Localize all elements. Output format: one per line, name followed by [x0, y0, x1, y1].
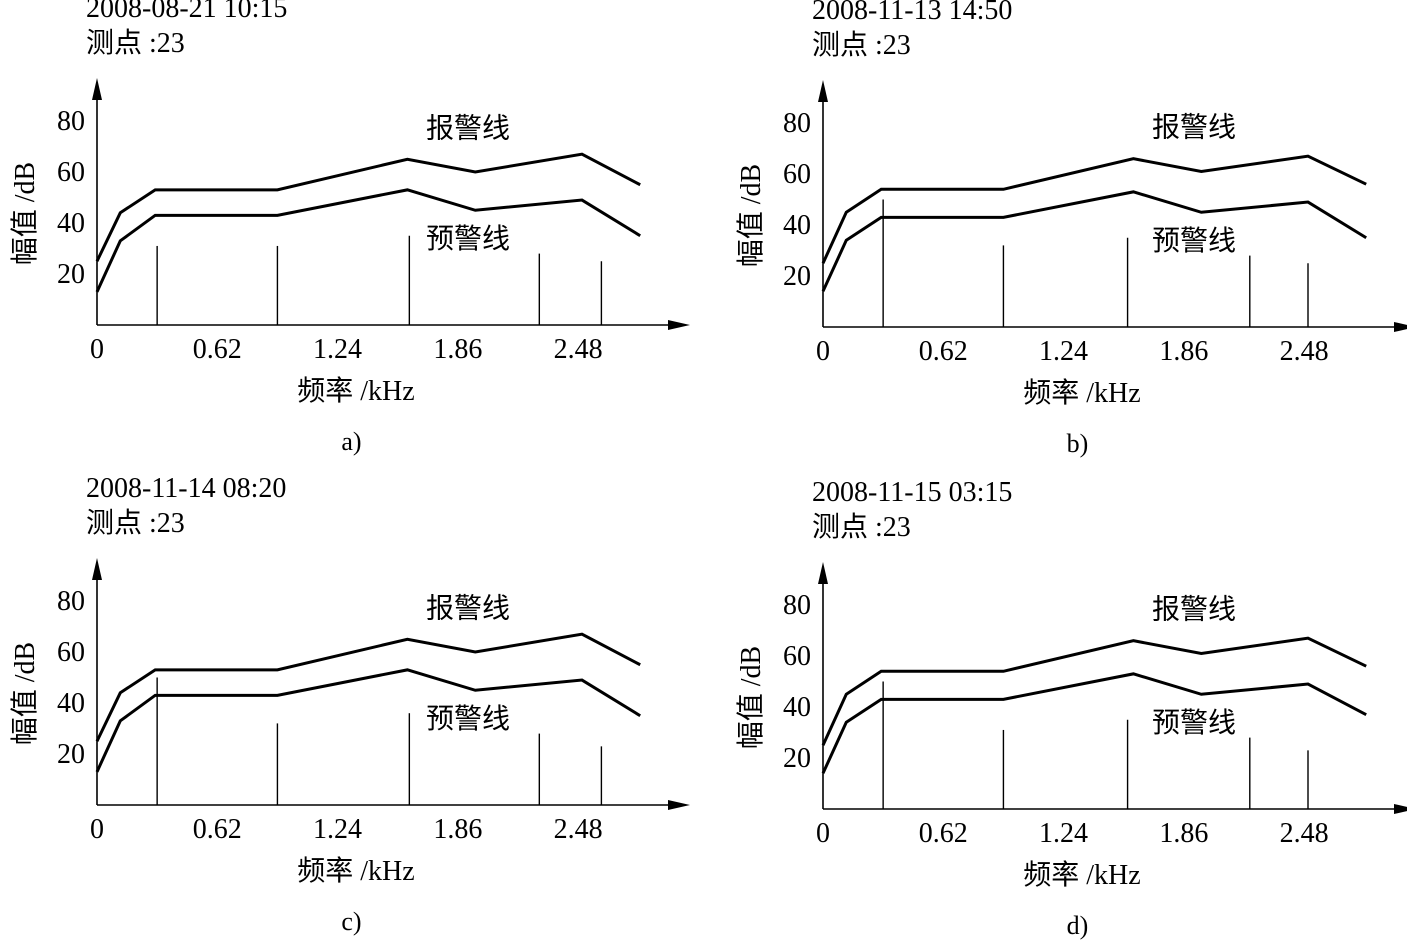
x-tick-label: 1.24	[1039, 818, 1088, 849]
y-tick-label: 80	[783, 590, 811, 621]
subplot-label: a)	[341, 427, 362, 456]
x-tick-label: 1.86	[1159, 336, 1208, 367]
y-tick-label: 20	[57, 259, 85, 290]
chart-svg: 20 40 60 80 0 0.62 1.24 1.86 2.48 幅值 /dB 频率 /kHz 报警…	[735, 562, 1407, 891]
y-axis-arrow	[92, 78, 102, 100]
warning-line-label: 预警线	[1152, 707, 1236, 739]
x-tick-label: 2.48	[554, 334, 603, 365]
alarm-line	[95, 632, 641, 742]
subplot-label: b)	[1066, 429, 1089, 458]
x-tick-label: 0	[816, 818, 830, 849]
alarm-line-label: 报警线	[1152, 594, 1236, 626]
chart-panel: 2008-08-21 10:15 测点 :23 a) 20 40 60 80 0 0.62 1.2…	[0, 0, 703, 466]
x-tick-label: 2.48	[1280, 336, 1329, 367]
y-tick-label: 40	[783, 692, 811, 723]
x-tick-label: 1.24	[313, 334, 362, 365]
chart-date: 2008-11-14 08:20	[86, 473, 287, 504]
subplot-label: c)	[341, 907, 362, 936]
alarm-line	[821, 636, 1367, 746]
y-tick-label: 60	[57, 157, 85, 188]
alarm-line-label: 报警线	[426, 112, 510, 144]
x-tick-label: 2.48	[554, 814, 603, 845]
y-tick-label: 60	[783, 641, 811, 672]
chart-svg: 20 40 60 80 0 0.62 1.24 1.86 2.48 幅值 /dB 频率 /kHz 报警…	[9, 78, 690, 407]
y-tick-label: 80	[783, 108, 811, 139]
x-tick-label: 0	[90, 814, 104, 845]
x-axis-arrow	[668, 320, 690, 330]
warning-line-label: 预警线	[1152, 225, 1236, 257]
x-axis-title: 频率 /kHz	[1023, 859, 1140, 891]
measuring-point: 测点 :23	[812, 30, 911, 61]
x-axis-title: 频率 /kHz	[1023, 377, 1140, 409]
x-axis-title: 频率 /kHz	[297, 855, 414, 887]
x-tick-label: 0.62	[919, 818, 968, 849]
y-tick-label: 80	[57, 586, 85, 617]
chart-svg: 20 40 60 80 0 0.62 1.24 1.86 2.48 幅值 /dB 频率 /kHz 报警…	[735, 80, 1407, 409]
x-tick-label: 0.62	[193, 814, 242, 845]
x-axis-title: 频率 /kHz	[297, 375, 414, 407]
x-axis-arrow	[1394, 322, 1407, 332]
y-tick-label: 20	[783, 261, 811, 292]
measuring-point: 测点 :23	[812, 512, 911, 543]
chart-panel: 2008-11-13 14:50 测点 :23 b) 20 40 60 80 0 0.62 1.2…	[726, 0, 1407, 468]
y-axis-title: 幅值 /dB	[735, 164, 767, 267]
y-tick-label: 40	[783, 210, 811, 241]
y-axis-title: 幅值 /dB	[9, 162, 41, 265]
x-tick-label: 1.24	[1039, 336, 1088, 367]
chart-date: 2008-11-13 14:50	[812, 0, 1013, 26]
y-tick-label: 60	[783, 159, 811, 190]
y-axis-title: 幅值 /dB	[9, 642, 41, 745]
y-tick-label: 80	[57, 106, 85, 137]
warning-line	[95, 188, 641, 293]
y-axis-title: 幅值 /dB	[735, 646, 767, 749]
y-tick-label: 60	[57, 637, 85, 668]
alarm-line-label: 报警线	[1152, 112, 1236, 144]
warning-line	[821, 190, 1367, 292]
y-tick-label: 20	[783, 743, 811, 774]
y-axis-arrow	[92, 558, 102, 580]
y-tick-label: 40	[57, 688, 85, 719]
y-axis-arrow	[818, 80, 828, 102]
chart-date: 2008-08-21 10:15	[86, 0, 288, 24]
y-tick-label: 40	[57, 208, 85, 239]
chart-svg: 20 40 60 80 0 0.62 1.24 1.86 2.48 幅值 /dB 频率 /kHz 报警…	[9, 558, 690, 887]
chart-panel: 2008-11-15 03:15 测点 :23 d) 20 40 60 80 0 0.62 1.2…	[726, 478, 1407, 950]
warning-line-label: 预警线	[426, 703, 510, 735]
y-axis-arrow	[818, 562, 828, 584]
chart-date: 2008-11-15 03:15	[812, 477, 1013, 508]
x-tick-label: 1.24	[313, 814, 362, 845]
alarm-line	[95, 152, 641, 262]
x-tick-label: 0.62	[919, 336, 968, 367]
x-tick-label: 0.62	[193, 334, 242, 365]
x-tick-label: 0	[816, 336, 830, 367]
warning-line	[821, 672, 1367, 774]
x-tick-label: 2.48	[1280, 818, 1329, 849]
warning-line-label: 预警线	[426, 223, 510, 255]
x-axis-arrow	[668, 800, 690, 810]
chart-panel: 2008-11-14 08:20 测点 :23 c) 20 40 60 80 0 0.62 1.2…	[0, 474, 703, 946]
x-tick-label: 1.86	[433, 334, 482, 365]
alarm-line	[821, 154, 1367, 264]
y-tick-label: 20	[57, 739, 85, 770]
x-tick-label: 1.86	[433, 814, 482, 845]
measuring-point: 测点 :23	[86, 28, 185, 59]
x-tick-label: 0	[90, 334, 104, 365]
x-axis-arrow	[1394, 804, 1407, 814]
alarm-line-label: 报警线	[426, 592, 510, 624]
warning-line	[95, 668, 641, 773]
x-tick-label: 1.86	[1159, 818, 1208, 849]
measuring-point: 测点 :23	[86, 508, 185, 539]
